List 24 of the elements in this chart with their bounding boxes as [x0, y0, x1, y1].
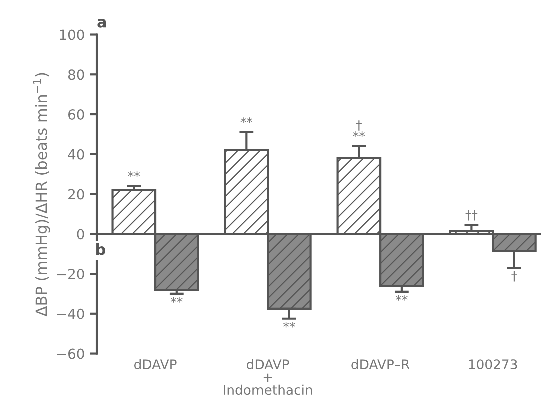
y-tick-label: 80: [68, 70, 84, 80]
annotation: **: [396, 295, 408, 301]
y-tick-label: −20: [57, 269, 84, 280]
y-tick-label: 0: [77, 229, 84, 240]
y-tick-label: 20: [68, 189, 84, 200]
annotation: **: [128, 171, 140, 178]
annotation: **: [171, 297, 183, 303]
x-tick-label: dDAVP–R: [352, 359, 410, 370]
x-tick-label: dDAVP + Indomethacin: [224, 359, 312, 396]
x-tick-label: 100273: [469, 360, 518, 370]
annotation: †: [512, 271, 518, 282]
text: a: [98, 19, 106, 28]
annotation: † **: [353, 120, 366, 138]
annotation: ††: [466, 210, 478, 221]
annotation: **: [284, 322, 296, 328]
y-axis-title: ΔBP (mmHg)/ΔHR (beats min$^{−1}$): [33, 73, 50, 317]
y-tick-label: 40: [68, 149, 84, 160]
y-tick-label: −60: [57, 348, 84, 360]
y-tick-label: 100: [60, 30, 84, 40]
annotation: b: [96, 244, 106, 256]
y-tick-label: −40: [57, 308, 84, 320]
y-tick-label: 60: [68, 109, 84, 120]
annotation: **: [240, 118, 253, 124]
x-tick-label: dDAVP: [134, 359, 177, 370]
